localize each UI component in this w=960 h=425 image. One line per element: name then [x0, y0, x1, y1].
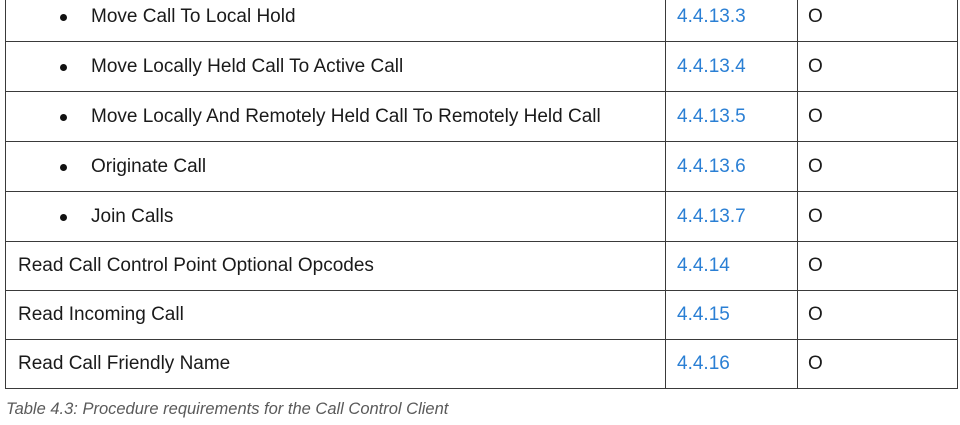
- table-row: Join Calls 4.4.13.7 O: [5, 191, 958, 242]
- table-row: Originate Call 4.4.13.6 O: [5, 141, 958, 192]
- table-row: Move Locally And Remotely Held Call To R…: [5, 91, 958, 142]
- table-row: Move Call To Local Hold 4.4.13.3 O: [5, 0, 958, 42]
- section-link[interactable]: 4.4.15: [665, 290, 798, 340]
- bullet-icon: [60, 113, 67, 121]
- section-link[interactable]: 4.4.13.7: [665, 191, 798, 242]
- procedure-name: Read Call Friendly Name: [5, 339, 666, 389]
- section-link[interactable]: 4.4.14: [665, 241, 798, 291]
- requirement-value: O: [797, 91, 958, 142]
- procedure-name: Read Call Control Point Optional Opcodes: [5, 241, 666, 291]
- procedure-name: Move Locally Held Call To Active Call: [91, 55, 404, 77]
- requirement-value: O: [797, 290, 958, 340]
- procedure-name-cell: Move Locally And Remotely Held Call To R…: [5, 91, 666, 142]
- table-row: Move Locally Held Call To Active Call 4.…: [5, 41, 958, 92]
- requirement-value: O: [797, 241, 958, 291]
- section-link[interactable]: 4.4.13.3: [665, 0, 798, 42]
- requirement-value: O: [797, 141, 958, 192]
- requirement-value: O: [797, 41, 958, 92]
- procedure-name: Read Incoming Call: [5, 290, 666, 340]
- procedure-name-cell: Move Call To Local Hold: [5, 0, 666, 42]
- procedure-requirements-table: Move Call To Local Hold 4.4.13.3 O Move …: [5, 0, 958, 389]
- procedure-name-cell: Originate Call: [5, 141, 666, 192]
- procedure-name-cell: Move Locally Held Call To Active Call: [5, 41, 666, 92]
- procedure-name: Move Call To Local Hold: [91, 5, 296, 27]
- section-link[interactable]: 4.4.16: [665, 339, 798, 389]
- procedure-name: Move Locally And Remotely Held Call To R…: [91, 105, 601, 127]
- section-link[interactable]: 4.4.13.4: [665, 41, 798, 92]
- bullet-icon: [60, 63, 67, 71]
- bullet-icon: [60, 213, 67, 221]
- table-caption: Table 4.3: Procedure requirements for th…: [6, 400, 449, 418]
- procedure-name: Join Calls: [91, 205, 174, 227]
- table-row: Read Call Control Point Optional Opcodes…: [5, 241, 958, 291]
- procedure-name-cell: Join Calls: [5, 191, 666, 242]
- bullet-icon: [60, 163, 67, 171]
- section-link[interactable]: 4.4.13.6: [665, 141, 798, 192]
- requirement-value: O: [797, 0, 958, 42]
- requirement-value: O: [797, 191, 958, 242]
- section-link[interactable]: 4.4.13.5: [665, 91, 798, 142]
- requirement-value: O: [797, 339, 958, 389]
- procedure-name: Originate Call: [91, 155, 207, 177]
- table-row: Read Call Friendly Name 4.4.16 O: [5, 339, 958, 389]
- table-row: Read Incoming Call 4.4.15 O: [5, 290, 958, 340]
- bullet-icon: [60, 13, 67, 21]
